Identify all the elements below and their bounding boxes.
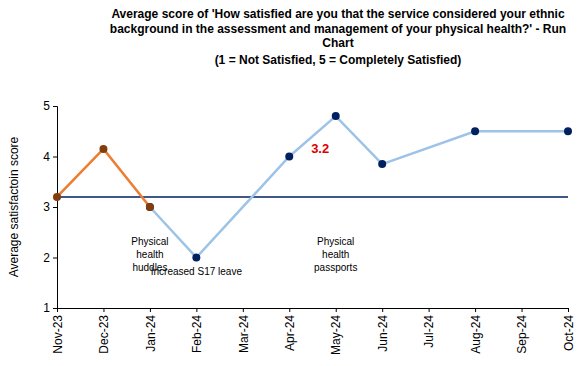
tick-mark <box>53 308 57 309</box>
axis-line <box>58 309 569 313</box>
title: Average score of 'How satisfied are you … <box>110 7 566 50</box>
tick-mark <box>53 157 57 158</box>
tick-label: Sep-24 <box>515 315 529 354</box>
tick-mark <box>53 207 57 208</box>
annotation: Physical <box>317 236 354 247</box>
y-axis: 1 2 3 4 5 <box>43 99 57 315</box>
tick: Sep-24 <box>515 308 529 354</box>
tick: Feb-24 <box>190 308 204 353</box>
series-line <box>57 149 150 207</box>
tick: Nov-23 <box>51 308 65 354</box>
tick-label: May-24 <box>329 315 343 355</box>
tick: 2 <box>43 251 57 265</box>
tick-mark <box>522 308 523 312</box>
centre-line <box>57 196 568 198</box>
title-line: Average score of 'How satisfied are you … <box>111 7 565 21</box>
tick-mark <box>53 258 57 259</box>
tick-label: Mar-24 <box>237 315 251 353</box>
tick-mark <box>429 308 430 312</box>
x-axis: Nov-23 Dec-23 Jan-24 Feb-24 Mar-24 Apr-24 May-… <box>51 308 576 355</box>
marker <box>146 203 154 211</box>
tick-mark <box>382 308 383 312</box>
tick: Aug-24 <box>469 308 483 354</box>
marker <box>99 145 107 153</box>
tick-label: Oct-24 <box>562 315 576 351</box>
tick-label: Jan-24 <box>144 315 158 352</box>
tick: Jan-24 <box>144 308 158 352</box>
tick-label: 4 <box>43 150 50 164</box>
marker <box>53 193 61 201</box>
subtitle: (1 = Not Satisfied, 5 = Completely Satis… <box>215 53 462 67</box>
tick: Oct-24 <box>562 308 576 351</box>
tick-mark <box>57 308 58 312</box>
y-axis-title: Average satisfactoin score <box>7 136 21 277</box>
tick-label: Dec-23 <box>97 315 111 354</box>
series-line <box>150 116 568 257</box>
marker <box>471 127 479 135</box>
plot-area <box>53 112 572 261</box>
tick: 1 <box>43 301 57 315</box>
tick-mark <box>475 308 476 312</box>
marker <box>285 153 293 161</box>
tick-label: 2 <box>43 251 50 265</box>
tick: 5 <box>43 99 57 113</box>
tick-mark <box>289 308 290 312</box>
tick-mark <box>336 308 337 312</box>
tick: 3 <box>43 200 57 214</box>
chart: Average score of 'How satisfied are you … <box>0 0 588 366</box>
tick: Mar-24 <box>237 308 251 353</box>
title-line: background in the assessment and managem… <box>110 22 566 36</box>
tick-label: Feb-24 <box>190 315 204 353</box>
tick-label: 5 <box>43 99 50 113</box>
tick-label: Jun-24 <box>376 315 390 352</box>
tick-mark <box>196 308 197 312</box>
tick-mark <box>150 308 151 312</box>
annotation: health <box>322 249 349 260</box>
tick: 4 <box>43 150 57 164</box>
tick: May-24 <box>329 308 343 355</box>
tick-label: Apr-24 <box>283 315 297 351</box>
tick-label: 3 <box>43 200 50 214</box>
annotation: passports <box>314 262 357 273</box>
tick-label: Nov-23 <box>51 315 65 354</box>
tick-label: 1 <box>43 301 50 315</box>
annotation: Increased S17 leave <box>151 266 243 277</box>
axis-line <box>53 107 58 309</box>
marker <box>332 112 340 120</box>
marker <box>192 254 200 262</box>
annotation: health <box>136 249 163 260</box>
marker <box>378 160 386 168</box>
marker <box>146 203 154 211</box>
tick-mark <box>103 308 104 312</box>
tick-label: Aug-24 <box>469 315 483 354</box>
annotation: Physical <box>131 236 168 247</box>
tick: Jun-24 <box>376 308 390 352</box>
tick-mark <box>53 106 57 107</box>
tick-mark <box>243 308 244 312</box>
tick: Dec-23 <box>97 308 111 354</box>
centre-line-label: 3.2 <box>311 141 329 156</box>
title-line: Chart <box>322 36 353 50</box>
tick: Apr-24 <box>283 308 297 351</box>
marker <box>564 127 572 135</box>
tick-label: Jul-24 <box>422 315 436 348</box>
tick: Jul-24 <box>422 308 436 348</box>
tick-mark <box>568 308 569 312</box>
